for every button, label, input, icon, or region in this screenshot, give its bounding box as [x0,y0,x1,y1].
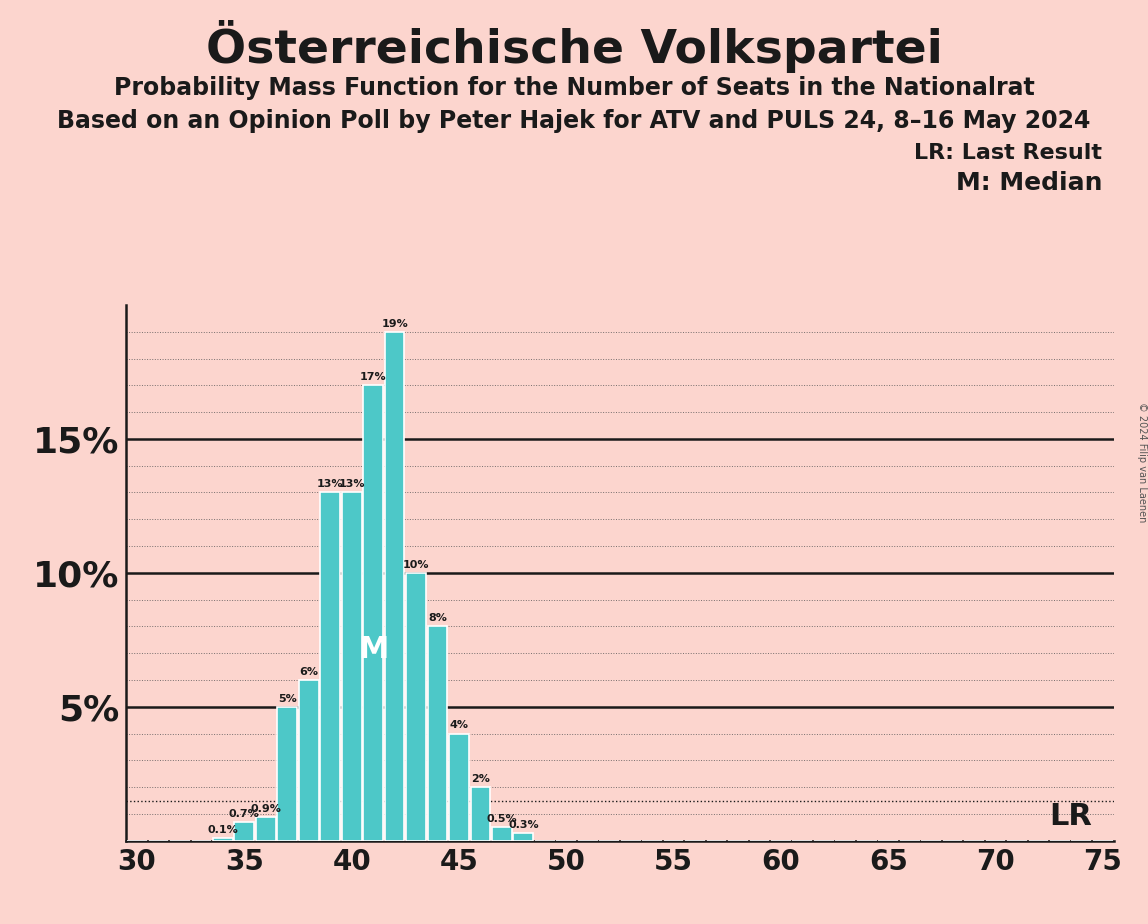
Bar [427,626,448,841]
Text: 2%: 2% [471,774,490,784]
Bar [449,734,468,841]
Bar [471,787,490,841]
Bar [234,822,254,841]
Text: 0.1%: 0.1% [208,825,239,835]
Text: 13%: 13% [317,480,343,490]
Text: 17%: 17% [359,372,387,383]
Bar [363,385,383,841]
Bar [256,817,276,841]
Text: 8%: 8% [428,614,447,624]
Text: 0.9%: 0.9% [250,804,281,813]
Bar [492,828,512,841]
Text: 13%: 13% [339,480,365,490]
Bar [214,838,233,841]
Bar [385,332,404,841]
Text: 5%: 5% [278,694,296,704]
Bar [342,492,362,841]
Bar [278,707,297,841]
Text: Probability Mass Function for the Number of Seats in the Nationalrat: Probability Mass Function for the Number… [114,76,1034,100]
Bar [406,573,426,841]
Text: 10%: 10% [403,560,429,570]
Bar [513,833,533,841]
Text: LR: LR [1049,802,1092,831]
Text: 0.5%: 0.5% [487,814,518,824]
Bar [320,492,340,841]
Text: LR: Last Result: LR: Last Result [914,143,1102,164]
Text: Österreichische Volkspartei: Österreichische Volkspartei [205,20,943,73]
Text: 0.7%: 0.7% [228,808,259,819]
Text: 6%: 6% [300,667,318,677]
Text: 19%: 19% [381,319,408,329]
Text: © 2024 Filip van Laenen: © 2024 Filip van Laenen [1138,402,1147,522]
Text: Based on an Opinion Poll by Peter Hajek for ATV and PULS 24, 8–16 May 2024: Based on an Opinion Poll by Peter Hajek … [57,109,1091,133]
Text: M: M [358,635,388,664]
Text: 4%: 4% [450,721,468,731]
Bar [298,680,319,841]
Text: M: Median: M: Median [955,171,1102,195]
Text: 0.3%: 0.3% [509,820,538,830]
